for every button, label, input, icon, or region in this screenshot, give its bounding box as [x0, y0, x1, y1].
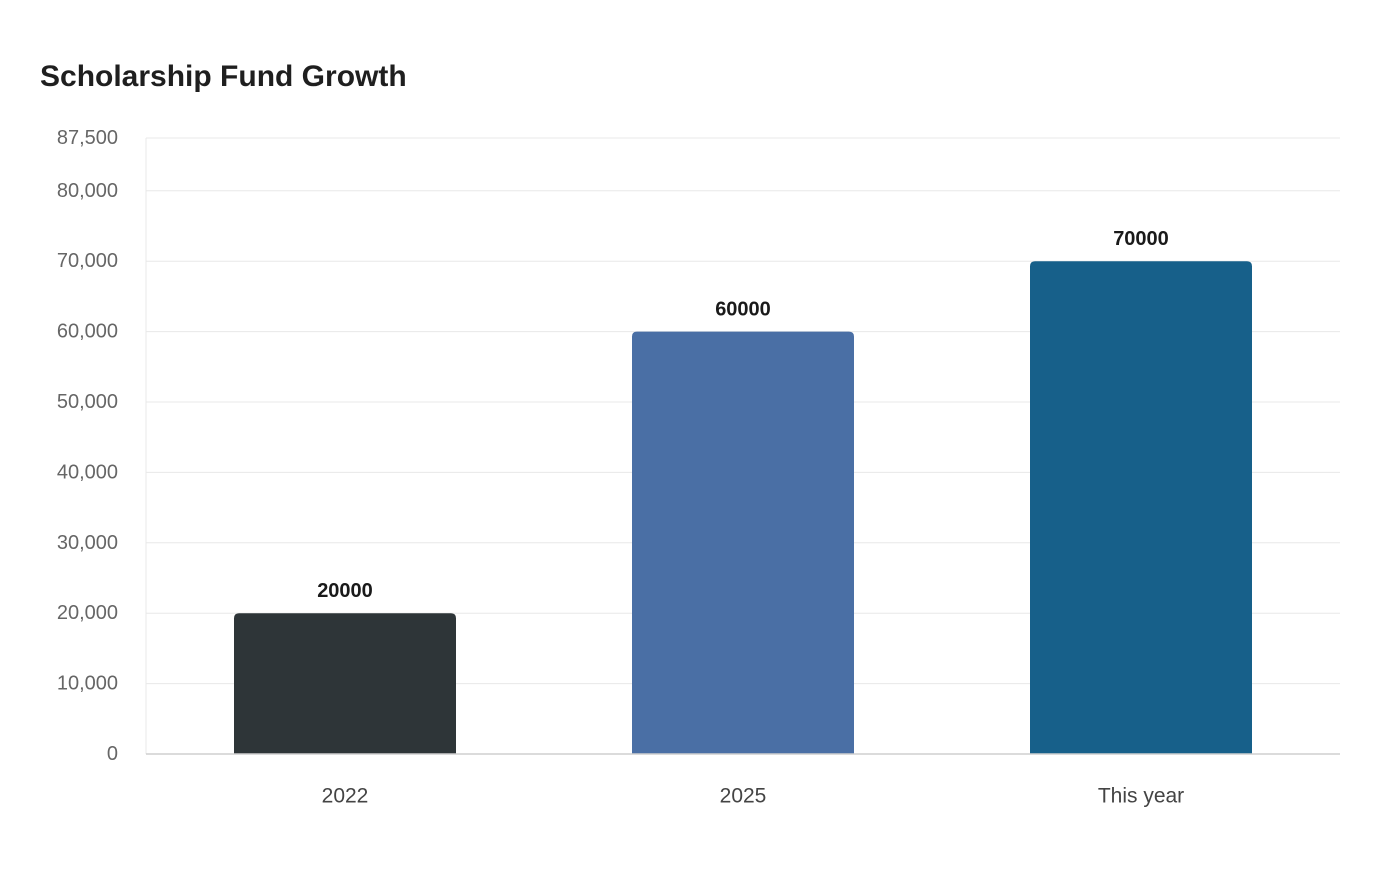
- y-tick-label: 30,000: [57, 532, 118, 554]
- y-tick-label: 10,000: [57, 673, 118, 695]
- bars: [234, 261, 1252, 754]
- bar-2022: [234, 613, 456, 754]
- y-tick-label: 0: [107, 743, 118, 765]
- chart-title: Scholarship Fund Growth: [40, 60, 407, 93]
- y-tick-label: 60,000: [57, 321, 118, 343]
- y-tick-label: 40,000: [57, 461, 118, 483]
- y-tick-label: 70,000: [57, 250, 118, 272]
- y-tick-label: 50,000: [57, 391, 118, 413]
- data-label: 70000: [1113, 228, 1169, 250]
- bar-2025: [632, 331, 854, 754]
- y-tick-label: 80,000: [57, 180, 118, 202]
- labels: 0 10,000 20,000 30,000 40,000 50,000 60,000 70,…: [57, 127, 1184, 808]
- bar-this-year: [1030, 261, 1252, 754]
- data-label: 60000: [715, 299, 771, 321]
- x-tick-label: This year: [1098, 785, 1184, 808]
- data-label: 20000: [317, 580, 373, 602]
- axes: [145, 138, 1340, 755]
- x-tick-label: 2022: [322, 785, 369, 808]
- y-tick-label: 87,500: [57, 127, 118, 149]
- y-tick-label: 20,000: [57, 602, 118, 624]
- x-tick-label: 2025: [720, 785, 767, 808]
